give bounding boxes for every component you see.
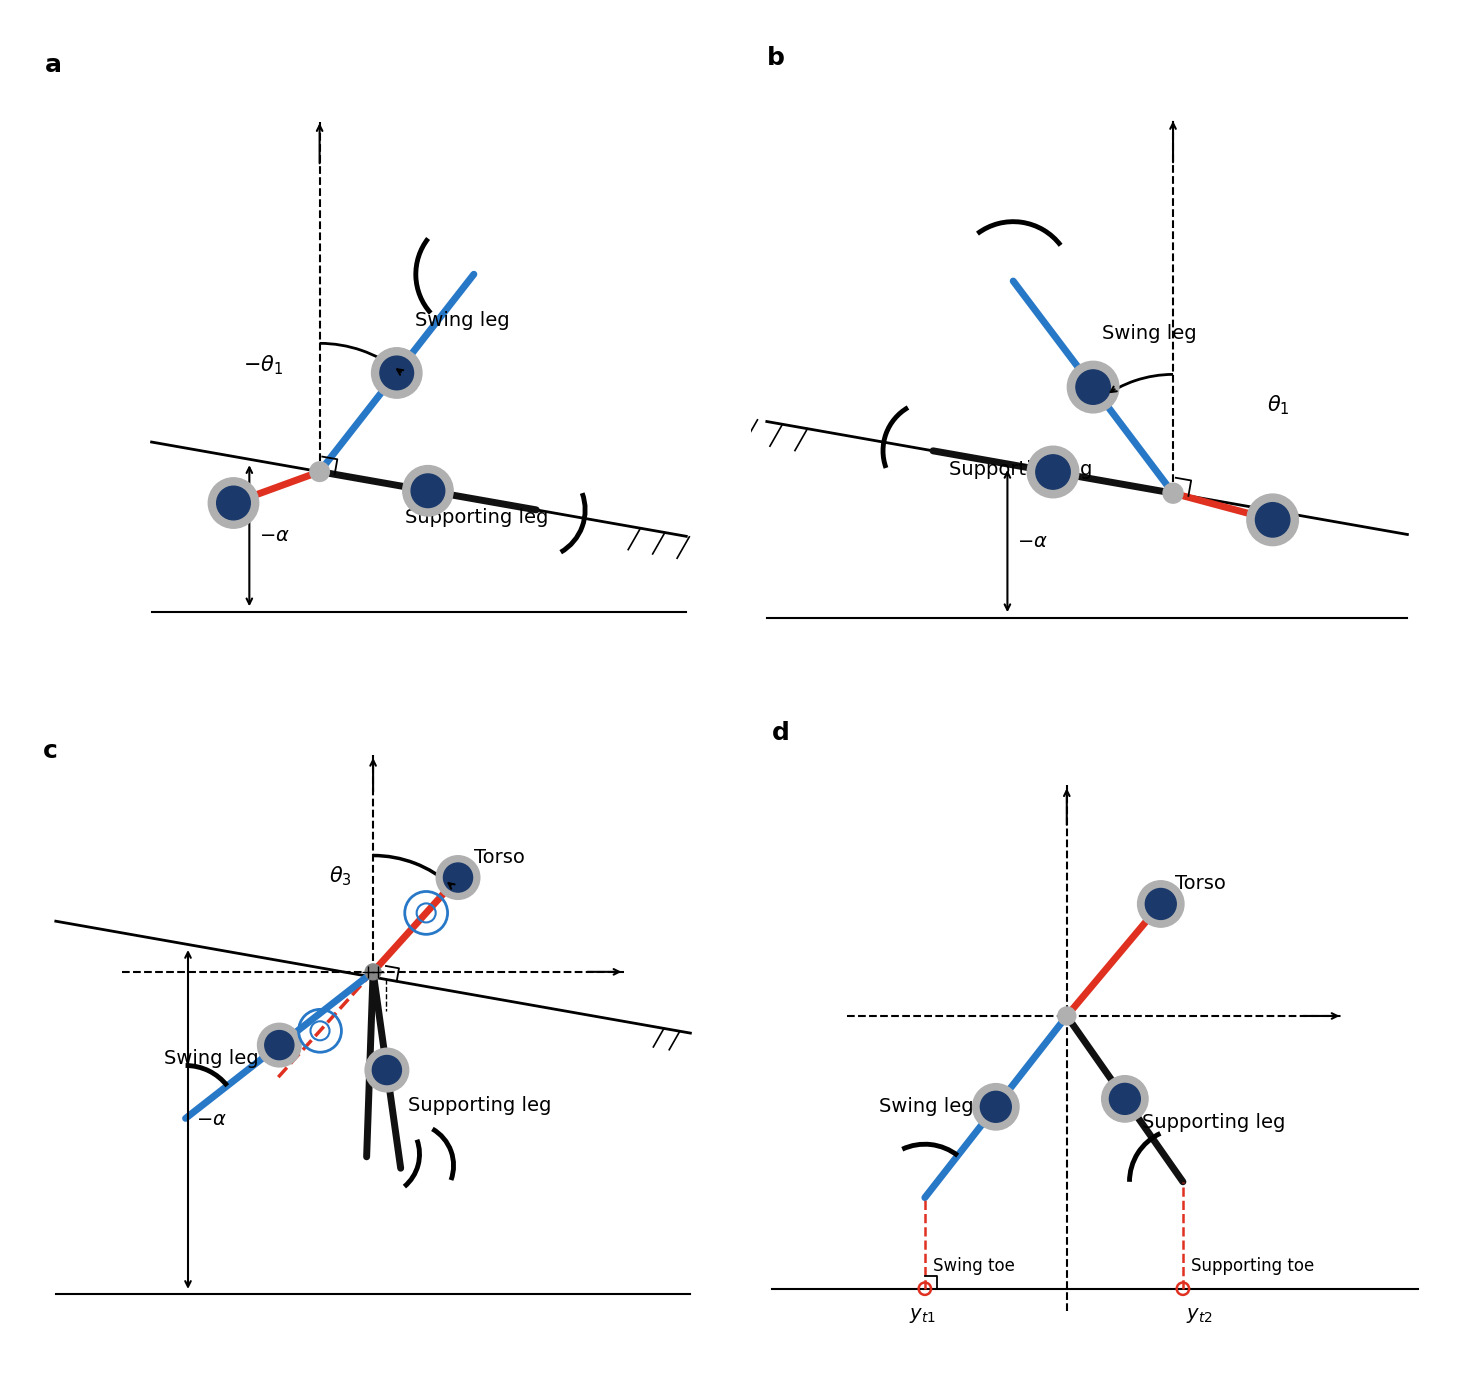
Text: Supporting leg: Supporting leg <box>1142 1113 1284 1132</box>
Circle shape <box>436 856 480 899</box>
Circle shape <box>1028 446 1079 497</box>
Text: Swing leg: Swing leg <box>415 311 509 330</box>
Circle shape <box>1145 888 1176 920</box>
Text: $\theta_1$: $\theta_1$ <box>1267 394 1289 417</box>
Circle shape <box>1067 362 1119 413</box>
Text: $\theta_3$: $\theta_3$ <box>329 865 352 888</box>
Circle shape <box>1110 1084 1141 1114</box>
Text: Torso: Torso <box>1174 874 1226 892</box>
Text: $-\alpha$: $-\alpha$ <box>258 526 289 545</box>
Text: $-\theta_1$: $-\theta_1$ <box>242 354 283 377</box>
Circle shape <box>402 465 454 516</box>
Circle shape <box>380 356 414 389</box>
Text: Torso: Torso <box>474 848 524 867</box>
Circle shape <box>973 1084 1019 1130</box>
Circle shape <box>257 1023 301 1068</box>
Circle shape <box>1246 494 1298 545</box>
Text: Supporting leg: Supporting leg <box>408 1097 552 1116</box>
Text: Supporting leg: Supporting leg <box>948 460 1092 479</box>
Text: b: b <box>766 47 785 70</box>
Circle shape <box>1101 1076 1148 1123</box>
Circle shape <box>1255 503 1290 537</box>
Circle shape <box>366 1048 408 1092</box>
Text: $-\alpha$: $-\alpha$ <box>1017 532 1048 551</box>
Text: Swing leg: Swing leg <box>1102 325 1196 344</box>
Circle shape <box>217 486 250 519</box>
Text: c: c <box>43 739 57 764</box>
Circle shape <box>1076 370 1110 405</box>
Circle shape <box>1036 454 1070 489</box>
Circle shape <box>208 478 258 528</box>
Text: $y_{t1}$: $y_{t1}$ <box>909 1305 935 1324</box>
Circle shape <box>310 461 329 482</box>
Circle shape <box>264 1030 294 1059</box>
Circle shape <box>373 1055 401 1084</box>
Circle shape <box>411 474 445 508</box>
Text: Swing leg: Swing leg <box>879 1098 973 1116</box>
Text: $-\alpha$: $-\alpha$ <box>195 1110 228 1130</box>
Text: $y_{t2}$: $y_{t2}$ <box>1186 1305 1213 1324</box>
Circle shape <box>1163 483 1183 503</box>
Circle shape <box>1138 881 1185 927</box>
Circle shape <box>366 964 382 979</box>
Text: a: a <box>44 52 62 77</box>
Text: Swing toe: Swing toe <box>934 1257 1016 1275</box>
Circle shape <box>443 863 473 892</box>
Text: Swing leg: Swing leg <box>163 1048 258 1068</box>
Circle shape <box>1058 1007 1076 1025</box>
Circle shape <box>981 1091 1011 1123</box>
Circle shape <box>371 348 421 398</box>
Text: Supporting leg: Supporting leg <box>405 508 549 528</box>
Text: Supporting toe: Supporting toe <box>1192 1257 1315 1275</box>
Text: d: d <box>772 721 790 744</box>
